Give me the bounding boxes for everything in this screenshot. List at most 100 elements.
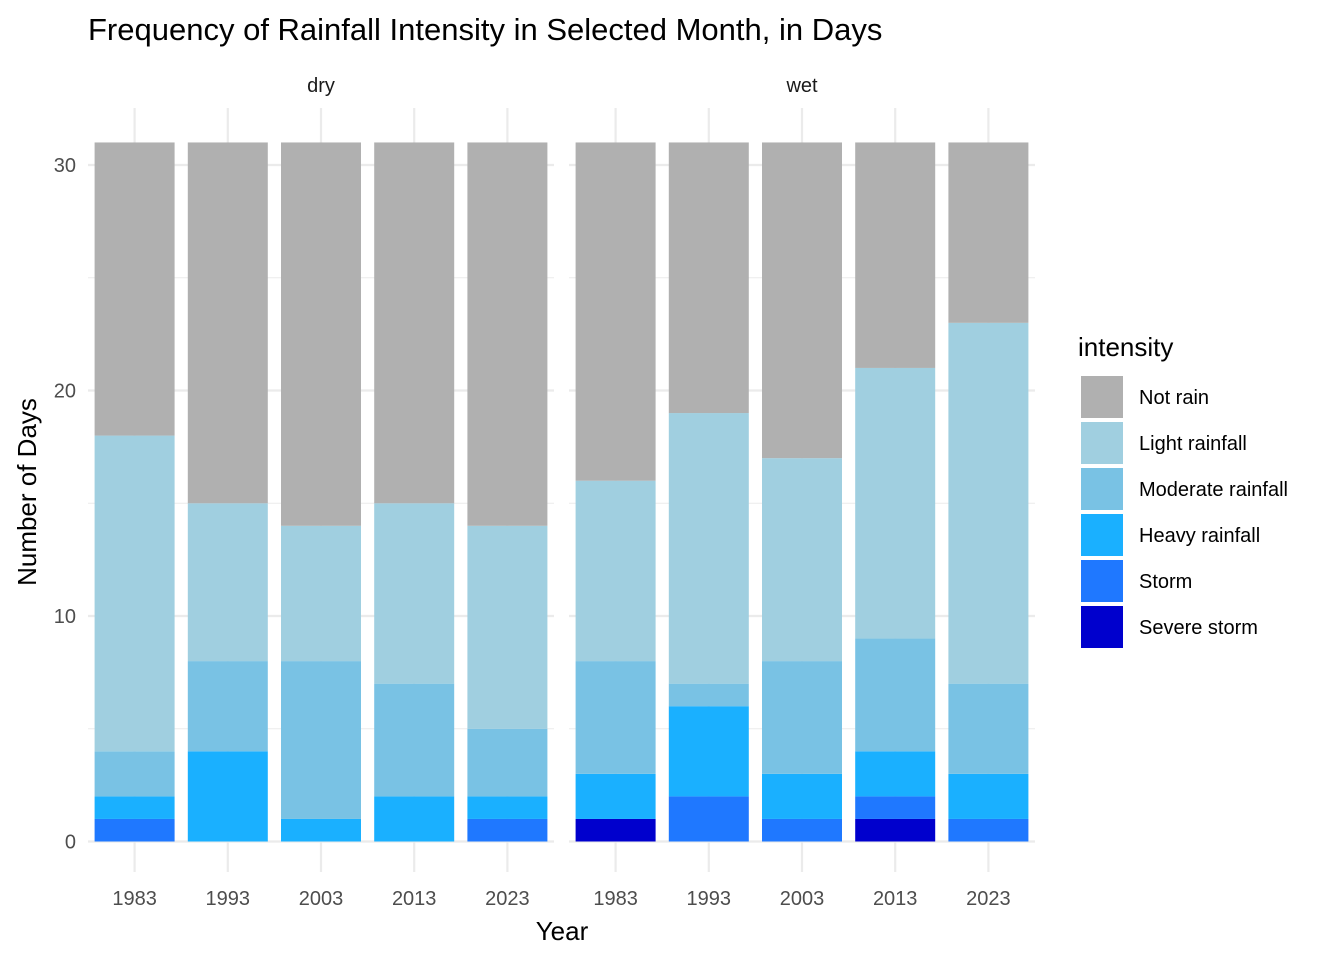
x-tick-label: 1983	[593, 888, 638, 910]
bar-segment-heavy-rainfall	[948, 773, 1029, 819]
bar-segment-not-rain	[855, 142, 936, 368]
bar-stack-dry-2013	[374, 142, 455, 842]
x-tick-label: 1993	[687, 888, 732, 910]
y-axis-title: Number of Days	[12, 398, 42, 586]
bar-segment-heavy-rainfall	[281, 818, 361, 842]
legend-item: Storm	[1081, 560, 1192, 602]
legend-label: Moderate rainfall	[1139, 479, 1288, 501]
bar-segment-heavy-rainfall	[467, 796, 548, 819]
bar-segment-not-rain	[575, 142, 656, 481]
bar-segment-storm	[855, 796, 936, 819]
panel-dry: dry 1983 1993 2003 2013 2023	[88, 75, 554, 910]
legend-label: Severe storm	[1139, 617, 1258, 639]
bar-segment-not-rain	[374, 142, 455, 504]
bar-segment-moderate-rainfall	[668, 683, 749, 707]
legend-title: intensity	[1078, 332, 1173, 362]
bar-segment-heavy-rainfall	[668, 706, 749, 797]
chart-panels: dry 1983 1993 2003 2013 2023 wet 1983 1993 2003 20…	[88, 75, 1035, 910]
bar-stack-wet-2013	[855, 142, 936, 842]
bar-segment-moderate-rainfall	[281, 661, 361, 819]
legend-key-swatch	[1081, 514, 1123, 556]
bar-segment-moderate-rainfall	[374, 683, 455, 797]
chart-title: Frequency of Rainfall Intensity in Selec…	[88, 12, 882, 47]
legend-item: Moderate rainfall	[1081, 468, 1288, 510]
bar-segment-not-rain	[948, 142, 1029, 323]
x-tick-label: 2003	[780, 888, 825, 910]
legend-key-swatch	[1081, 376, 1123, 418]
bar-segment-light-rainfall	[668, 413, 749, 684]
bar-segment-not-rain	[94, 142, 175, 436]
bar-segment-not-rain	[281, 142, 361, 526]
bar-segment-not-rain	[187, 142, 268, 504]
bar-segment-heavy-rainfall	[94, 796, 175, 819]
bar-stack-dry-1993	[187, 142, 268, 842]
y-axis: 0 10 20 30	[54, 155, 76, 854]
x-tick-label: 2013	[392, 888, 437, 910]
bar-segment-moderate-rainfall	[94, 751, 175, 797]
bar-segment-not-rain	[668, 142, 749, 414]
legend-label: Light rainfall	[1139, 433, 1247, 455]
bar-stack-wet-1993	[668, 142, 749, 842]
bar-segment-light-rainfall	[374, 503, 455, 684]
bar-segment-light-rainfall	[187, 503, 268, 662]
legend-label: Not rain	[1139, 387, 1209, 409]
legend-key-swatch	[1081, 560, 1123, 602]
y-tick-label: 0	[65, 832, 76, 854]
y-tick-label: 10	[54, 606, 76, 628]
bar-segment-heavy-rainfall	[762, 773, 842, 819]
legend: intensity Not rain Light rainfall Moderate…	[1078, 332, 1288, 648]
bar-segment-not-rain	[467, 142, 548, 526]
legend-label: Heavy rainfall	[1139, 525, 1260, 547]
x-tick-label: 1983	[112, 888, 157, 910]
bar-segment-light-rainfall	[948, 322, 1029, 684]
bar-segment-moderate-rainfall	[467, 728, 548, 797]
x-tick-label: 2003	[299, 888, 344, 910]
bar-segment-storm	[668, 796, 749, 842]
legend-key-swatch	[1081, 468, 1123, 510]
facet-strip-label: dry	[307, 75, 335, 97]
bar-stack-dry-2023	[467, 142, 548, 842]
bar-segment-heavy-rainfall	[187, 751, 268, 842]
x-tick-label: 2023	[966, 888, 1011, 910]
bar-segment-light-rainfall	[855, 367, 936, 639]
bar-segment-moderate-rainfall	[187, 661, 268, 752]
legend-item: Not rain	[1081, 376, 1209, 418]
bar-segment-moderate-rainfall	[575, 661, 656, 774]
bar-segment-moderate-rainfall	[762, 661, 842, 774]
bar-segment-not-rain	[762, 142, 842, 459]
bar-segment-severe-storm	[575, 818, 656, 842]
bar-stack-wet-2003	[762, 142, 842, 842]
bar-segment-storm	[948, 818, 1029, 842]
bar-stack-wet-1983	[575, 142, 656, 842]
legend-item: Severe storm	[1081, 606, 1258, 648]
x-tick-label: 2023	[485, 888, 530, 910]
bar-segment-severe-storm	[855, 818, 936, 842]
bar-segment-storm	[94, 818, 175, 842]
bar-stack-dry-1983	[94, 142, 175, 842]
bar-segment-light-rainfall	[281, 525, 361, 662]
bar-segment-storm	[762, 818, 842, 842]
x-axis-title: Year	[536, 916, 589, 946]
x-tick-label: 2013	[873, 888, 918, 910]
facet-strip-label: wet	[785, 75, 818, 97]
bar-segment-light-rainfall	[94, 435, 175, 752]
legend-key-swatch	[1081, 606, 1123, 648]
bar-segment-heavy-rainfall	[855, 751, 936, 797]
bar-segment-light-rainfall	[575, 480, 656, 662]
legend-key-swatch	[1081, 422, 1123, 464]
legend-item: Light rainfall	[1081, 422, 1247, 464]
bar-segment-storm	[467, 818, 548, 842]
y-tick-label: 20	[54, 381, 76, 403]
bar-segment-moderate-rainfall	[948, 683, 1029, 774]
bar-segment-light-rainfall	[467, 525, 548, 729]
x-tick-label: 1993	[206, 888, 251, 910]
bar-segment-moderate-rainfall	[855, 638, 936, 752]
bar-stack-dry-2003	[281, 142, 361, 842]
bar-segment-heavy-rainfall	[374, 796, 455, 842]
legend-item: Heavy rainfall	[1081, 514, 1260, 556]
bar-segment-light-rainfall	[762, 458, 842, 662]
legend-label: Storm	[1139, 571, 1192, 593]
bar-segment-heavy-rainfall	[575, 773, 656, 819]
y-tick-label: 30	[54, 155, 76, 177]
